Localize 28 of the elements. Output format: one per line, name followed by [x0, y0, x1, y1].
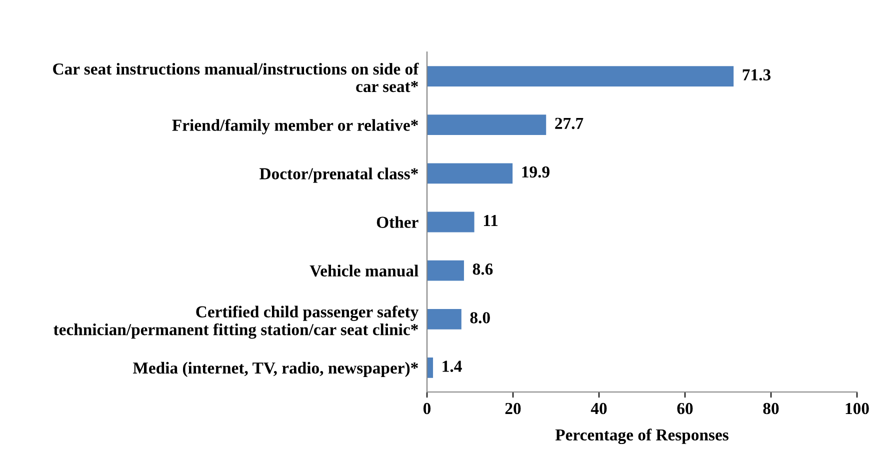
data-label: 8.0 — [470, 312, 490, 324]
bar — [427, 212, 474, 232]
y-tick-label: Friend/family member or relative* — [172, 118, 418, 134]
y-tick-label: Doctor/prenatal class* — [260, 168, 418, 183]
y-tick-label: Vehicle manual — [310, 264, 418, 277]
bar — [427, 163, 513, 184]
data-label: 27.7 — [555, 118, 584, 130]
y-tick-label: Other — [376, 216, 418, 228]
x-tick-label: 20 — [505, 402, 521, 414]
data-label: 11 — [484, 215, 498, 226]
data-label: 8.6 — [472, 263, 493, 275]
bar — [427, 114, 546, 136]
x-tick-label: 60 — [677, 402, 693, 414]
bar — [427, 260, 464, 281]
y-tick-label: Certified child passenger safety technician/permanent fitting station/car seat clinic* — [54, 306, 419, 339]
data-label: 1.4 — [442, 360, 462, 372]
x-tick-label: 0 — [423, 402, 431, 414]
x-tick-label: 80 — [763, 402, 779, 414]
data-label: 19.9 — [522, 166, 550, 178]
y-tick-label: Car seat instructions manual/instructions on side of car seat* — [53, 62, 419, 92]
bar — [427, 66, 734, 86]
x-axis-title: Percentage of Responses — [555, 428, 728, 444]
data-label: 71.3 — [742, 69, 771, 81]
x-tick-label: 100 — [846, 402, 869, 414]
y-tick-label: Media (internet, TV, radio, newspaper)* — [132, 362, 418, 378]
bar — [427, 308, 462, 330]
bar — [427, 358, 434, 378]
x-tick-label: 40 — [590, 402, 607, 414]
